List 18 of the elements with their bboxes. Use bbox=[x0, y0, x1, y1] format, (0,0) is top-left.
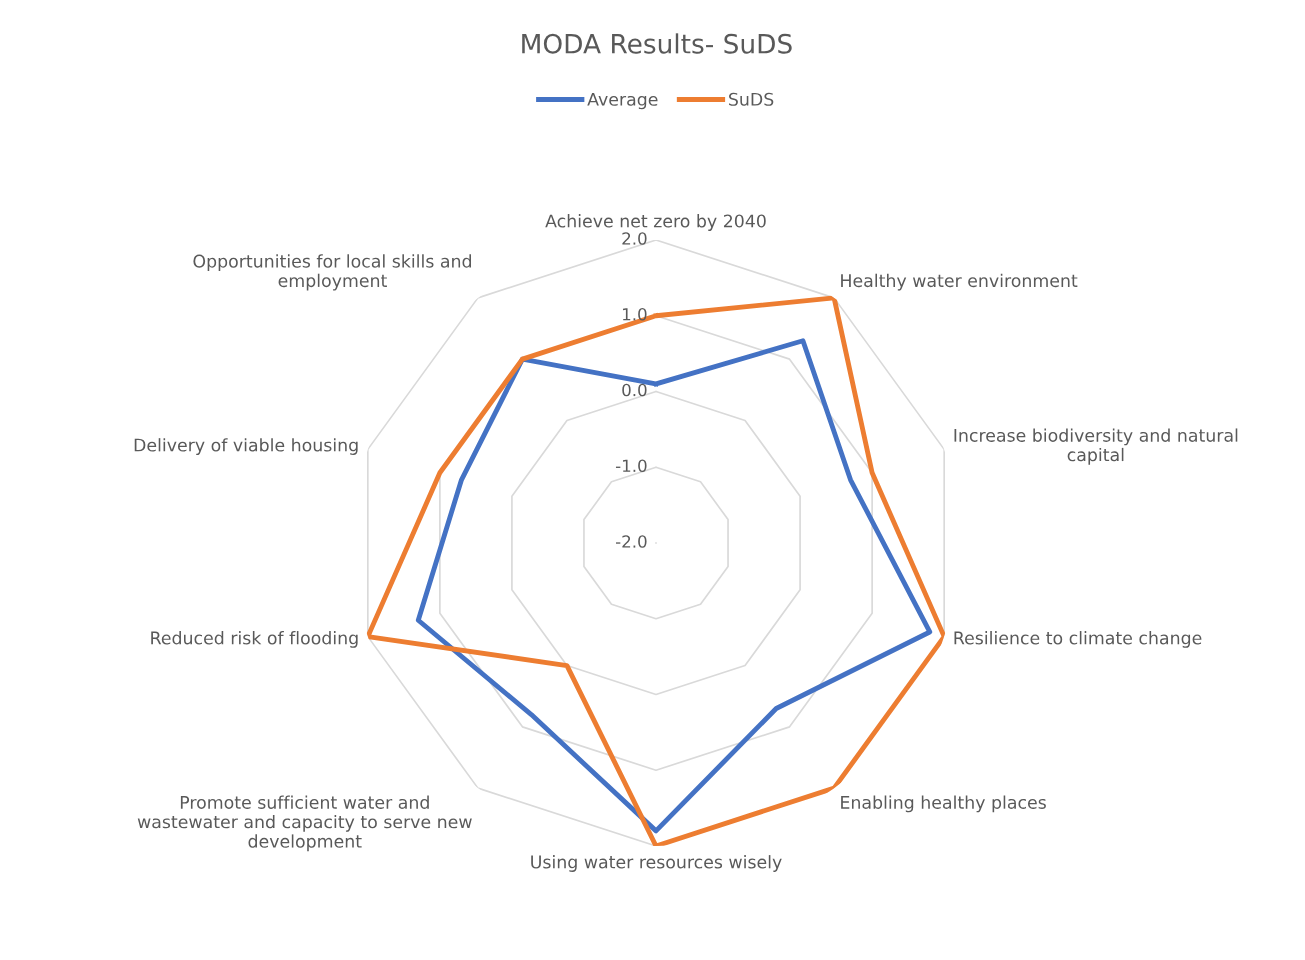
spoke-label: Enabling healthy places bbox=[841, 795, 1046, 813]
y-tick-label: 2.0 bbox=[622, 232, 647, 245]
legend-label: SuDS bbox=[729, 92, 774, 106]
y-tick-label: -1.0 bbox=[615, 459, 647, 473]
spoke-label: Healthy water environment bbox=[841, 273, 1078, 291]
spoke-label: Using water resources wisely bbox=[531, 855, 782, 872]
spoke-label: Promote sufficient water and wastewater and capacity to serve new development bbox=[137, 795, 472, 852]
y-tick-label: 1.0 bbox=[622, 307, 647, 321]
spoke-label: Reduced risk of flooding bbox=[151, 631, 358, 648]
spoke-label: Increase biodiversity and natural capital bbox=[954, 428, 1238, 465]
legend-label: Average bbox=[587, 92, 658, 110]
spoke-label: Opportunities for local skills and employment bbox=[193, 254, 471, 291]
chart-title: MODA Results- SuDS bbox=[522, 33, 792, 54]
spoke-label: Resilience to climate change bbox=[954, 631, 1202, 648]
y-tick-label: 0.0 bbox=[622, 383, 647, 397]
spoke-label: Achieve net zero by 2040 bbox=[545, 214, 766, 231]
y-tick-label: -2.0 bbox=[615, 535, 647, 548]
spoke-label: Delivery of viable housing bbox=[134, 438, 358, 455]
